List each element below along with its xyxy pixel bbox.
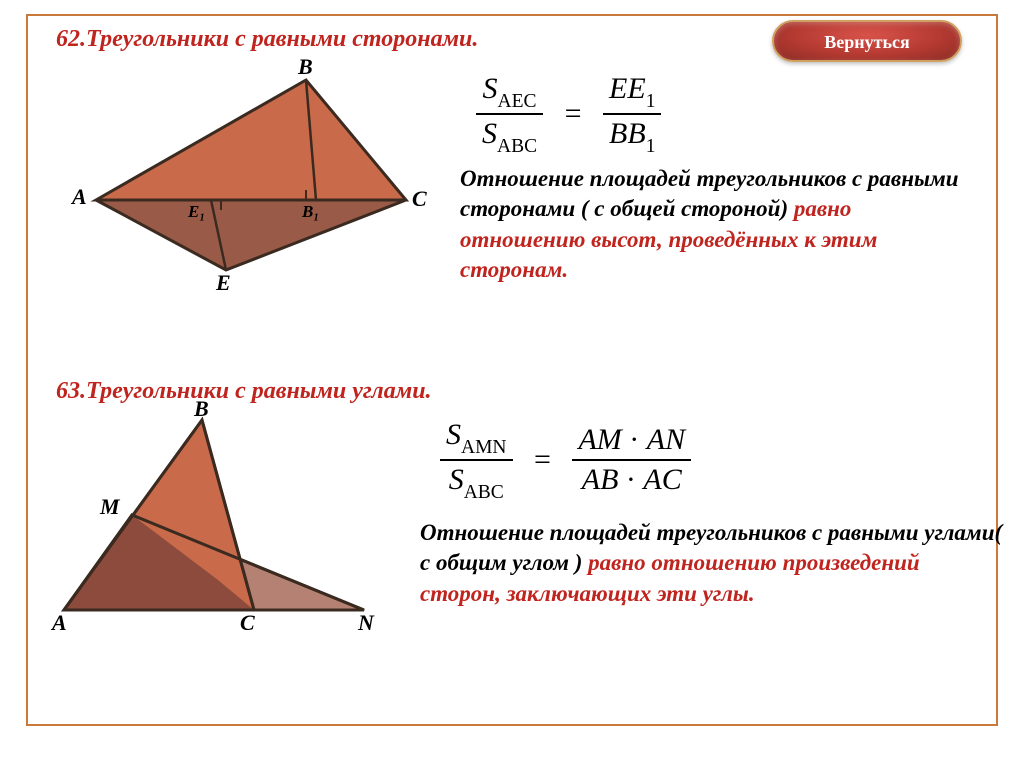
f63-nr-dot: · (622, 423, 647, 456)
f63-nr-a: AM (578, 423, 621, 456)
f63-dr-dot: · (618, 463, 643, 496)
f62-den-right: BB (609, 117, 646, 150)
f63-num-left-s: S (446, 418, 461, 451)
triangle-aec (96, 200, 406, 270)
formula-62: SAEC SABC = EE1 BB1 (468, 72, 669, 156)
formula-63-left-frac: SAMN SABC (440, 418, 513, 502)
section-63-title: 63.Треугольники с равными углами. (56, 378, 432, 405)
back-button[interactable]: Вернуться (772, 20, 962, 62)
vertex-b: B (298, 54, 313, 80)
f62-eq: = (565, 97, 582, 130)
vertex-e1: E₁ (188, 202, 205, 222)
vertex-m: M (100, 494, 120, 520)
f63-num-left-sub: AMN (461, 437, 507, 458)
f62-num-right-sub: 1 (646, 91, 656, 112)
vertex-n: N (358, 610, 374, 636)
title-text: 62.Треугольники с равными сторонами. (56, 26, 478, 52)
f63-nr-b: AN (647, 423, 685, 456)
vertex-b2: B (194, 396, 209, 422)
f62-den-right-sub: 1 (646, 136, 656, 157)
vertex-a: A (72, 184, 87, 210)
f63-den-left-s: S (449, 463, 464, 496)
back-button-label: Вернуться (824, 32, 909, 52)
body-text-63: Отношение площадей треугольников с равны… (420, 518, 1004, 609)
vertex-a2: A (52, 610, 67, 636)
f62-den-left-s: S (482, 117, 497, 150)
formula-62-right-frac: EE1 BB1 (603, 72, 661, 156)
f63-dr-a: AB (582, 463, 619, 496)
vertex-c: C (412, 186, 427, 212)
f63-dr-b: AC (643, 463, 681, 496)
f62-den-left-sub: ABC (497, 136, 537, 157)
diagram-63: A B C M N (44, 410, 414, 620)
vertex-e: E (216, 270, 231, 296)
section-62-title: 62.Треугольники с равными сторонами. (56, 26, 478, 53)
title-63-text: 63.Треугольники с равными углами. (56, 378, 432, 404)
triangle-abc (96, 80, 406, 200)
vertex-c2: C (240, 610, 255, 636)
f62-num-right: EE (609, 72, 646, 105)
diagram-62-svg (76, 70, 446, 280)
formula-62-left-frac: SAEC SABC (476, 72, 543, 156)
vertex-b1: B₁ (302, 202, 319, 222)
f62-num-left-s: S (483, 72, 498, 105)
f62-num-left-sub: AEC (498, 91, 537, 112)
f63-eq: = (534, 443, 551, 476)
diagram-62: A B C E B₁ E₁ (76, 70, 446, 280)
formula-63: SAMN SABC = AM · AN AB · AC (432, 418, 699, 502)
f63-den-left-sub: ABC (464, 482, 504, 503)
body62-black: Отношение площадей треугольников с равны… (460, 166, 959, 221)
formula-63-right-frac: AM · AN AB · AC (572, 423, 691, 497)
body-text-62: Отношение площадей треугольников с равны… (460, 164, 980, 285)
